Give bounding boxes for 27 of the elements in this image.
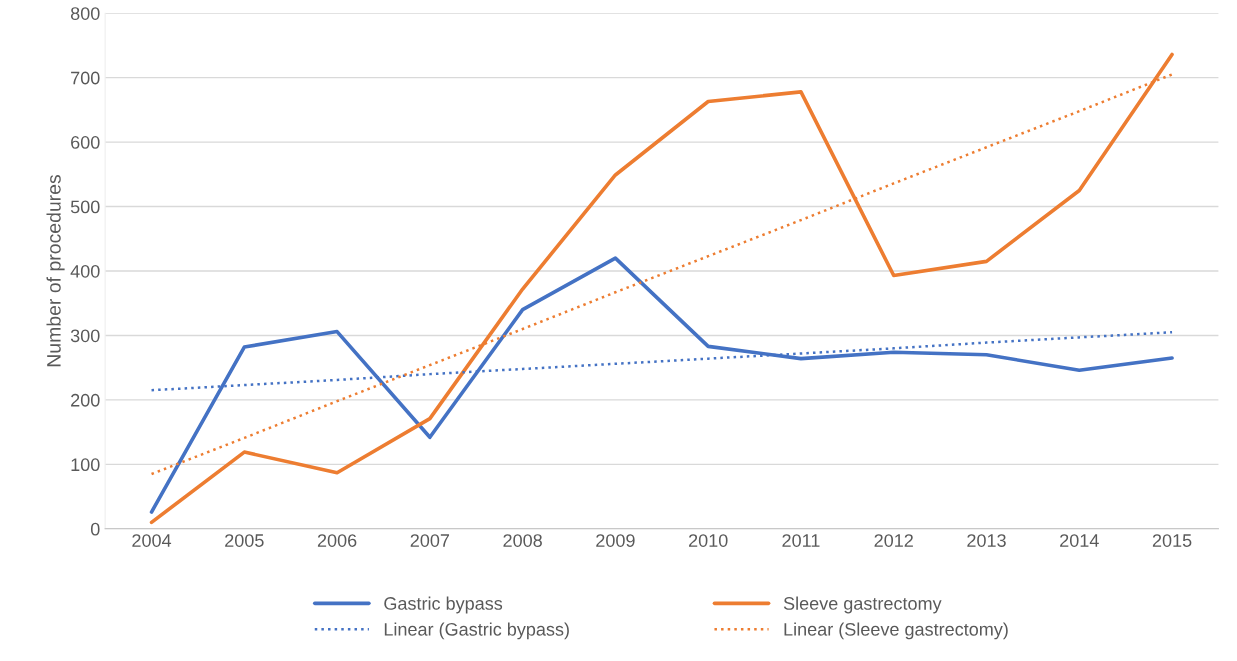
legend-label: Sleeve gastrectomy bbox=[783, 596, 942, 614]
y-tick-label: 0 bbox=[90, 522, 100, 536]
y-tick-label: 300 bbox=[70, 329, 100, 343]
legend-label: Linear (Sleeve gastrectomy) bbox=[784, 622, 1008, 640]
y-tick-label: 100 bbox=[71, 458, 100, 472]
x-tick-label: 2015 bbox=[1152, 534, 1192, 547]
x-tick-label: 2006 bbox=[317, 534, 357, 547]
x-tick-label: 2011 bbox=[782, 534, 820, 547]
x-tick-label: 2008 bbox=[503, 534, 542, 547]
y-axis-title: Number of procedures bbox=[46, 174, 65, 367]
x-tick-label: 2009 bbox=[596, 534, 635, 547]
x-tick-label: 2012 bbox=[874, 534, 913, 547]
y-tick-label: 700 bbox=[71, 71, 100, 85]
y-tick-label: 200 bbox=[71, 393, 100, 407]
x-tick-label: 2004 bbox=[132, 534, 172, 547]
x-tick-label: 2007 bbox=[410, 534, 450, 547]
x-tick-label: 2005 bbox=[225, 534, 264, 547]
x-tick-label: 2010 bbox=[689, 534, 728, 547]
legend-label: Gastric bypass bbox=[384, 596, 503, 614]
y-tick-label: 800 bbox=[70, 7, 100, 20]
legend-label: Linear (Gastric bypass) bbox=[384, 622, 569, 640]
y-tick-label: 600 bbox=[71, 136, 100, 149]
line-series bbox=[149, 256, 1174, 514]
y-tick-label: 500 bbox=[70, 200, 100, 214]
x-tick-label: 2013 bbox=[967, 534, 1006, 547]
y-tick-label: 400 bbox=[70, 264, 100, 278]
x-tick-label: 2014 bbox=[1060, 534, 1099, 547]
